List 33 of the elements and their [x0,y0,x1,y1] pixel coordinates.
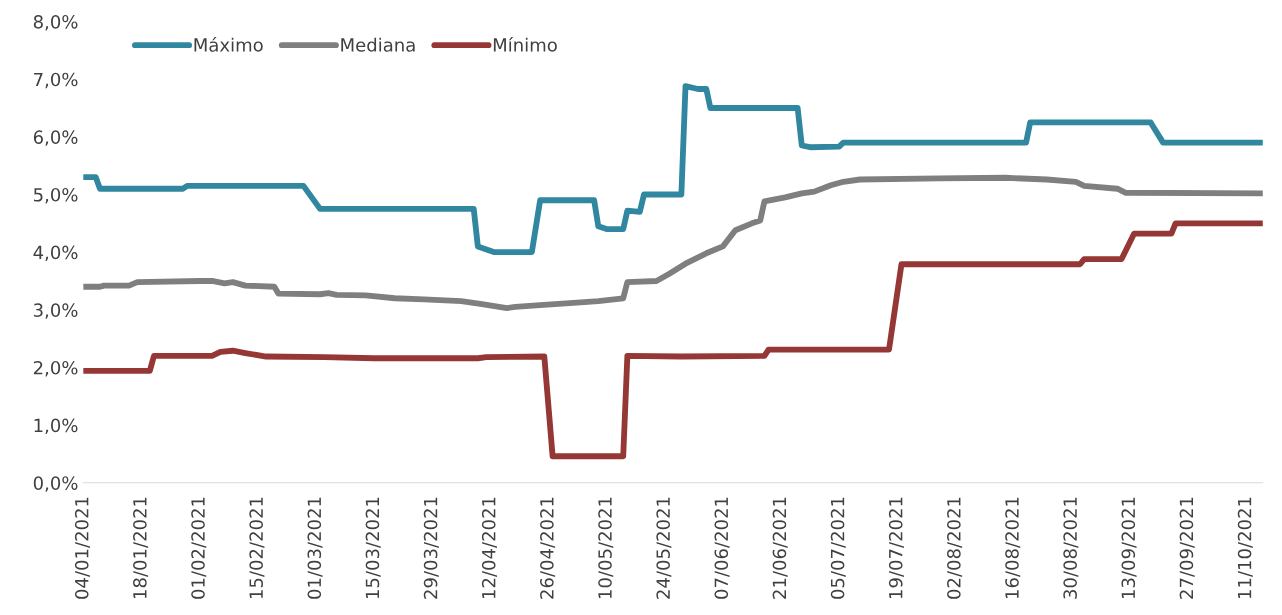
legend-label: Máximo [194,37,263,52]
x-tick-label: 10/05/2021 [598,497,614,599]
x-tick-label: 15/02/2021 [249,497,265,599]
y-tick-label: 7,0% [34,72,78,89]
x-tick-label: 27/09/2021 [1179,497,1195,599]
x-tick-label: 01/02/2021 [191,497,207,599]
y-tick-label: 2,0% [33,360,78,377]
x-tick-label: 21/06/2021 [772,497,788,599]
x-tick-label: 30/08/2021 [1063,497,1079,599]
y-tick-label: 5,0% [33,187,78,204]
x-tick-label: 04/01/2021 [74,497,90,599]
x-tick-label: 01/03/2021 [307,497,323,599]
y-tick-label: 4,0% [33,245,78,262]
y-tick-label: 8,0% [33,14,78,31]
legend-label: Mínimo [493,37,557,52]
x-tick-label: 07/06/2021 [714,497,730,599]
y-tick-label: 0,0% [33,476,78,492]
x-tick-label: 19/07/2021 [888,497,904,599]
legend-label: Mediana [341,37,415,52]
x-tick-label: 05/07/2021 [830,497,846,599]
x-tick-label: 18/01/2021 [133,497,149,599]
x-tick-label: 02/08/2021 [947,497,963,599]
x-tick-label: 24/05/2021 [656,497,672,599]
x-tick-label: 16/08/2021 [1005,497,1021,599]
x-tick-label: 13/09/2021 [1121,497,1137,599]
x-tick-label: 26/04/2021 [540,497,556,599]
x-tick-label: 29/03/2021 [423,497,439,599]
y-tick-label: 6,0% [33,130,78,146]
x-tick-label: 12/04/2021 [481,497,497,599]
x-tick-label: 11/10/2021 [1237,497,1253,599]
y-tick-label: 3,0% [33,303,78,319]
y-tick-label: 1,0% [34,418,78,435]
x-tick-label: 15/03/2021 [365,497,381,599]
